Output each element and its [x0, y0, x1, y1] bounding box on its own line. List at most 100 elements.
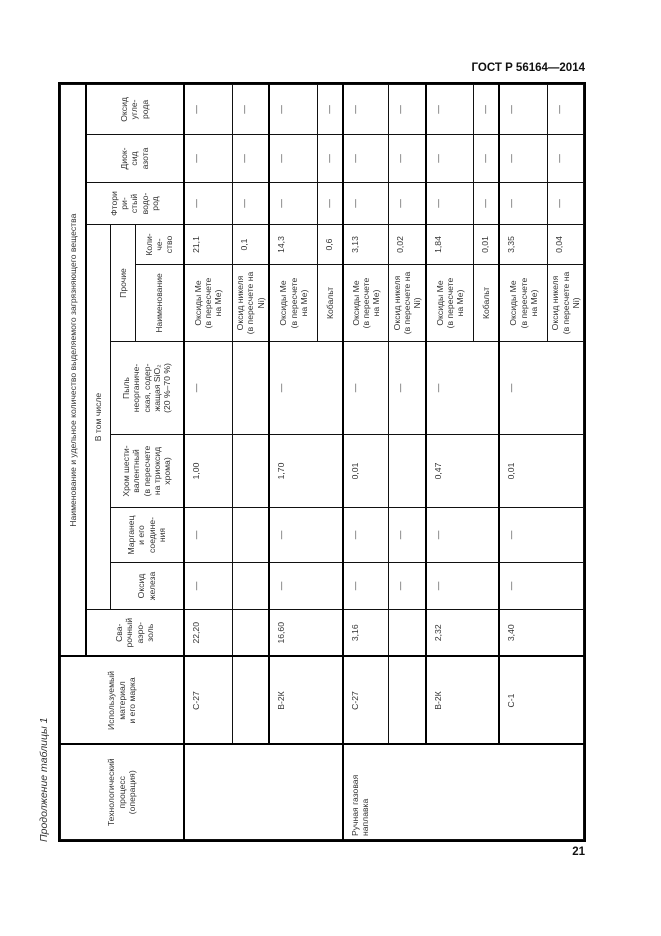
cell-manganese: —	[498, 507, 584, 563]
cell-co: —	[547, 84, 584, 135]
cell-other-qty: 0,02	[388, 224, 426, 265]
header-material: Используемый материал и его марка	[60, 656, 184, 745]
cell-iron-oxide: —	[425, 562, 499, 610]
cell-dust: —	[425, 341, 499, 435]
cell-hf: —	[268, 182, 318, 225]
cell-co: —	[268, 84, 318, 135]
cell-no2: —	[473, 134, 499, 183]
cell-aerosol	[232, 609, 269, 657]
cell-iron-oxide: —	[268, 562, 343, 610]
cell-aerosol: 3,16	[342, 609, 389, 657]
cell-manganese: —	[183, 507, 233, 563]
cell-no2: —	[317, 134, 343, 183]
cell-other-qty: 21,1	[183, 224, 233, 265]
cell-other-name: Оксиды Ме (в пересчете на Ме)	[342, 264, 389, 342]
header-iron-oxide: Оксид железа	[110, 562, 184, 610]
cell-co: —	[183, 84, 233, 135]
cell-process	[183, 744, 343, 840]
emissions-table: Технологический процесс (операция) Испол…	[58, 80, 586, 843]
header-no2: Диок- сид азота	[85, 134, 184, 183]
cell-dust: —	[388, 341, 426, 435]
cell-other-name: Оксиды Ме (в пересчете на Ме)	[498, 264, 548, 342]
cell-co: —	[388, 84, 426, 135]
cell-other-name: Оксид никеля (в пересчете на Ni)	[388, 264, 426, 342]
cell-other-qty: 14,3	[268, 224, 318, 265]
cell-other-qty: 0,01	[473, 224, 499, 265]
cell-no2: —	[232, 134, 269, 183]
cell-co: —	[473, 84, 499, 135]
cell-manganese	[232, 507, 269, 563]
cell-material	[232, 656, 269, 745]
cell-manganese: —	[425, 507, 499, 563]
cell-material	[388, 656, 426, 745]
header-aerosol: Сва- рочный аэро- золь	[85, 609, 184, 657]
cell-material: С-1	[498, 656, 584, 745]
table-row: В-2К 2,32— —0,47— Оксиды Ме (в пересчете на…	[425, 84, 499, 839]
header-manganese: Марганец и его соедине- ния	[110, 507, 184, 563]
cell-hf: —	[425, 182, 474, 225]
table-caption: Продолжение таблицы 1	[38, 717, 50, 842]
table-body: С-27 22,20— —1,00— Оксиды Ме (в пересчете н…	[183, 84, 584, 840]
table-row: С-27 22,20— —1,00— Оксиды Ме (в пересчете н…	[183, 84, 343, 840]
cell-material: В-2К	[425, 656, 499, 745]
cell-aerosol: 2,32	[425, 609, 499, 657]
cell-other-qty: 3,13	[342, 224, 389, 265]
cell-co: —	[425, 84, 474, 135]
cell-chromium: 1,00	[183, 434, 233, 508]
header-title: Наименование и удельное количество выдел…	[60, 84, 86, 657]
cell-manganese: —	[268, 507, 343, 563]
table-row: С-1 3,40— —0,01— Оксиды Ме (в пересчете на …	[498, 84, 584, 839]
header-including: В том числе	[85, 224, 111, 610]
header-other-name: Наименование	[135, 264, 184, 342]
cell-hf: —	[232, 182, 269, 225]
cell-other-name: Оксиды Ме (в пересчете на Ме)	[183, 264, 233, 342]
cell-dust: —	[183, 341, 233, 435]
cell-other-qty: 0,04	[547, 224, 584, 265]
cell-dust	[232, 341, 269, 435]
cell-chromium: 0,01	[498, 434, 584, 508]
header-co: Оксид угле- рода	[85, 84, 184, 135]
cell-co: —	[498, 84, 548, 135]
table-row: Оксид никеля (в пересчете на Ni) 0,1— — —	[232, 84, 269, 839]
cell-hf: —	[473, 182, 499, 225]
cell-other-name: Кобальт	[473, 264, 499, 342]
cell-hf: —	[342, 182, 389, 225]
cell-chromium: 0,47	[425, 434, 499, 508]
cell-iron-oxide: —	[342, 562, 389, 610]
cell-no2: —	[425, 134, 474, 183]
cell-no2: —	[183, 134, 233, 183]
cell-process: Ручная газовая наплавка	[342, 744, 584, 840]
cell-chromium	[232, 434, 269, 508]
cell-aerosol	[388, 609, 426, 657]
cell-material: В-2К	[268, 656, 343, 745]
header-other-qty: Коли- че- ство	[135, 224, 184, 265]
cell-other-qty: 0,1	[232, 224, 269, 265]
cell-dust: —	[342, 341, 389, 435]
cell-other-name: Оксид никеля (в пересчете на Ni)	[232, 264, 269, 342]
cell-other-qty: 1,84	[425, 224, 474, 265]
header-hf: Фтори ри- стый водо- род	[85, 182, 184, 225]
cell-chromium: 0,01	[342, 434, 389, 508]
page-number: 21	[572, 846, 585, 858]
header-other: Прочие	[110, 224, 136, 342]
header-chromium: Хром шести- валентный (в пересчете на тр…	[110, 434, 184, 508]
cell-iron-oxide: —	[183, 562, 233, 610]
cell-no2: —	[547, 134, 584, 183]
cell-no2: —	[388, 134, 426, 183]
cell-aerosol: 3,40	[498, 609, 584, 657]
cell-dust: —	[498, 341, 584, 435]
cell-other-name: Кобальт	[317, 264, 343, 342]
cell-hf: —	[183, 182, 233, 225]
cell-hf: —	[317, 182, 343, 225]
cell-other-qty: 3,35	[498, 224, 548, 265]
cell-iron-oxide	[232, 562, 269, 610]
cell-hf: —	[498, 182, 548, 225]
header-dust: Пыль неорганиче- ская, содер- жащая SiO₂…	[110, 341, 184, 435]
table-row: — — — Оксид никеля (в пересчете на Ni) 0,02—…	[388, 84, 426, 839]
cell-chromium: 1,70	[268, 434, 343, 508]
cell-material: С-27	[342, 656, 389, 745]
cell-manganese: —	[388, 507, 426, 563]
cell-aerosol: 22,20	[183, 609, 233, 657]
cell-dust: —	[268, 341, 343, 435]
cell-no2: —	[498, 134, 548, 183]
